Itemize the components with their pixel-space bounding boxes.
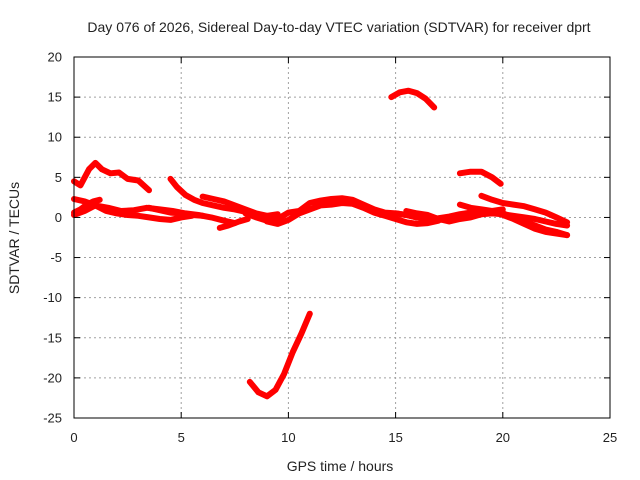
- y-tick-label: -10: [43, 290, 62, 305]
- x-tick-label: 20: [496, 430, 510, 445]
- y-tick-label: -20: [43, 370, 62, 385]
- series-arc-16: [478, 192, 571, 226]
- series-arc-18: [403, 206, 506, 225]
- x-axis-label: GPS time / hours: [287, 458, 394, 474]
- series-arc-8: [216, 216, 251, 231]
- x-tick-label: 25: [603, 430, 617, 445]
- x-tick-label: 5: [178, 430, 185, 445]
- x-tick-label: 15: [388, 430, 402, 445]
- series-arc-4: [71, 196, 103, 216]
- y-tick-label: -25: [43, 411, 62, 426]
- y-tick-label: 5: [55, 170, 62, 185]
- series-arc-17: [489, 208, 571, 239]
- series-arc-6: [146, 204, 206, 219]
- y-tick-label: 15: [48, 90, 62, 105]
- series-arc-10: [264, 200, 442, 227]
- series-arc-12: [388, 87, 438, 111]
- y-tick-label: 20: [48, 50, 62, 65]
- data-traces: [71, 87, 571, 400]
- y-axis-label: SDTVAR / TECUs: [6, 182, 22, 294]
- chart-title: Day 076 of 2026, Sidereal Day-to-day VTE…: [87, 19, 590, 35]
- axis-ticks: 0 5 10 15 20 25 -25 -20 -15 -10 -5 0 5 10 15 20: [43, 50, 617, 446]
- y-tick-label: 10: [48, 130, 62, 145]
- series-arc-13: [456, 168, 504, 187]
- y-tick-label: -5: [50, 250, 62, 265]
- y-tick-label: -15: [43, 330, 62, 345]
- plot-frame: [73, 56, 611, 419]
- x-tick-label: 0: [70, 430, 77, 445]
- series-arc-1: [71, 159, 152, 194]
- series-arc-7: [199, 193, 281, 219]
- series-arc-14: [246, 310, 313, 400]
- grid: [74, 57, 610, 418]
- x-tick-label: 10: [281, 430, 295, 445]
- y-tick-label: 0: [55, 210, 62, 225]
